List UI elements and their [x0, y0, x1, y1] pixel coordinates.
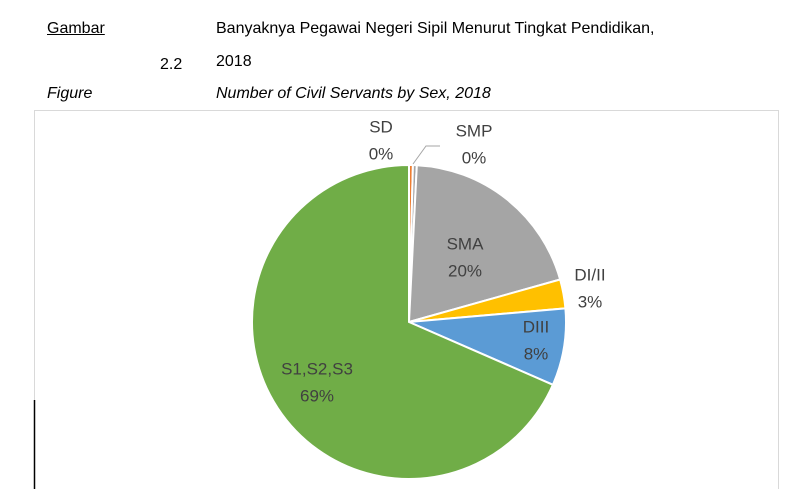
- figure-label-en: Figure: [47, 85, 93, 102]
- slice-category-label: SMA: [447, 234, 485, 253]
- figure-number: 2.2: [160, 56, 183, 73]
- leader-line: [412, 145, 440, 165]
- slice-value-label: 0%: [462, 148, 487, 167]
- pie-slice: [407, 164, 562, 324]
- figure-label: Gambar: [47, 20, 105, 37]
- figure-title: Banyaknya Pegawai Negeri Sipil Menurut T…: [216, 20, 655, 37]
- slice-category-label: SD: [369, 117, 393, 136]
- slice-value-label: 69%: [300, 386, 334, 405]
- slice-category-label: DI/II: [574, 265, 605, 284]
- slice-value-label: 20%: [448, 261, 482, 280]
- figure-title-en: Number of Civil Servants by Sex, 2018: [216, 85, 491, 102]
- slice-category-label: DIII: [523, 317, 549, 336]
- slice-category-label: SMP: [456, 121, 493, 140]
- slice-value-label: 8%: [524, 344, 549, 363]
- slice-category-label: S1,S2,S3: [281, 359, 353, 378]
- slice-value-label: 0%: [369, 144, 394, 163]
- slice-value-label: 3%: [578, 292, 603, 311]
- chart-frame: [34, 110, 779, 489]
- pie-slice: [251, 163, 555, 480]
- figure-title-line2: 2018: [216, 53, 252, 70]
